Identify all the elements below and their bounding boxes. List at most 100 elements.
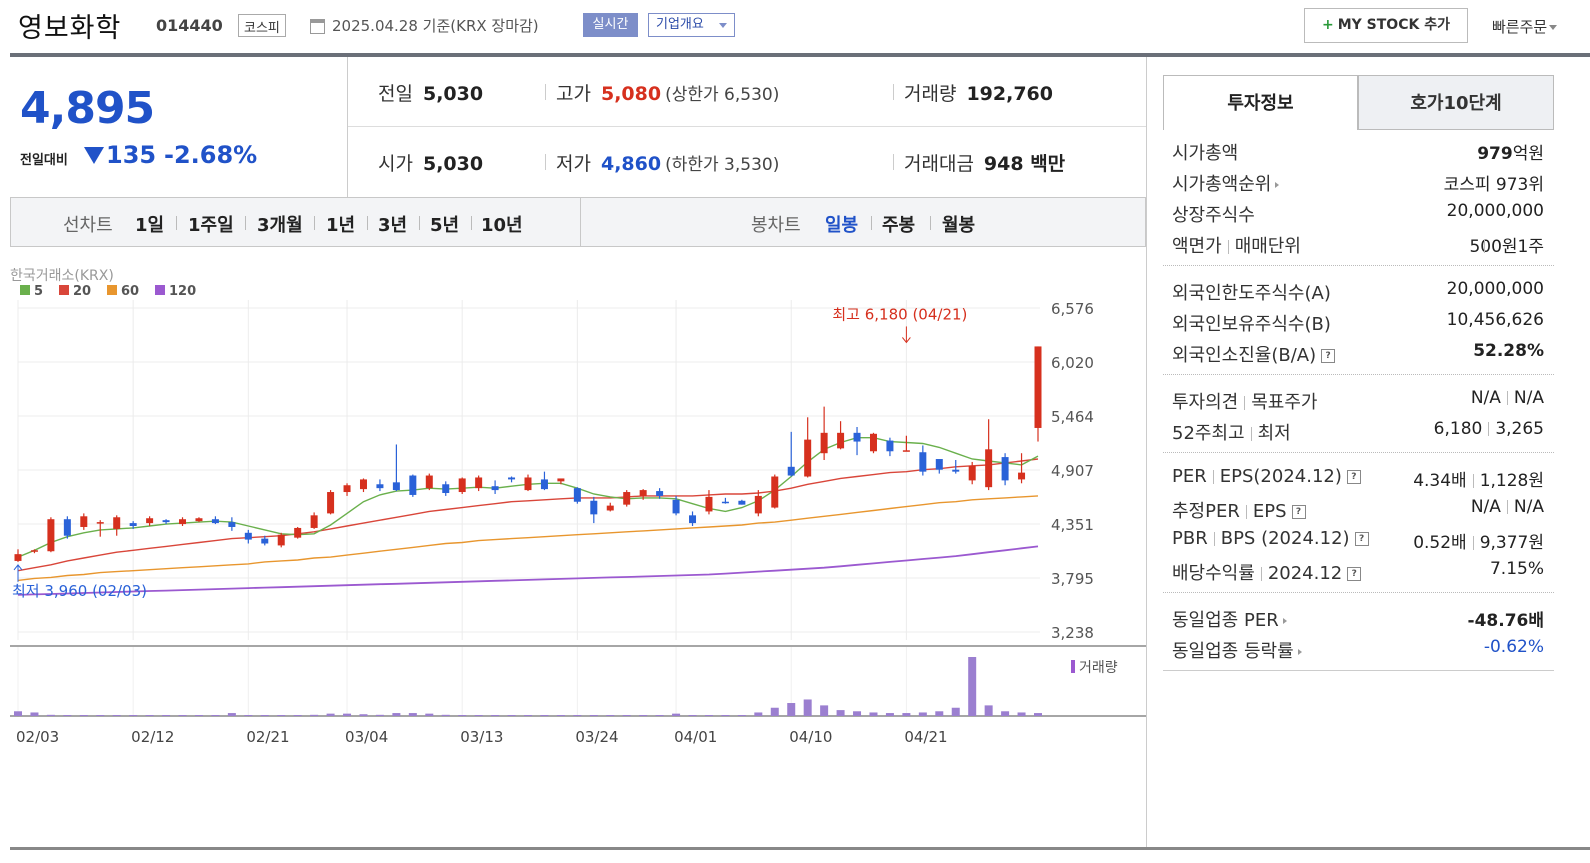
period-1d[interactable]: 1일 — [135, 215, 165, 236]
candle-body — [294, 527, 302, 538]
candle-body — [409, 475, 417, 495]
period-1y[interactable]: 1년 — [326, 215, 356, 236]
tab-orderbook-10[interactable]: 호가10단계 — [1358, 75, 1554, 130]
candle-daily[interactable]: 일봉 — [825, 215, 859, 236]
amount-value: 948 백만 — [983, 153, 1066, 175]
candle-body — [787, 466, 795, 476]
volume-bar — [244, 715, 253, 716]
volume-value: 192,760 — [966, 83, 1053, 105]
market-cap-rank-label[interactable]: 시가총액순위 — [1172, 170, 1280, 196]
divider — [419, 216, 420, 230]
change-value: 135 — [106, 141, 157, 169]
divider — [1213, 532, 1215, 546]
volume-bar — [935, 711, 944, 716]
candle-body — [985, 449, 993, 488]
down-arrow-icon — [84, 147, 104, 164]
divider — [1212, 470, 1214, 484]
divider — [1245, 505, 1247, 519]
period-3m[interactable]: 3개월 — [257, 215, 303, 236]
pbr-value: 0.52배 9,377원 — [1413, 528, 1544, 553]
realtime-button[interactable]: 실시간 — [583, 13, 638, 37]
line-chart-label: 선차트 — [63, 215, 113, 236]
opinion-number: N/A — [1470, 388, 1501, 408]
candle-body — [63, 519, 71, 536]
candle-body — [623, 492, 631, 505]
volume: 거래량 192,760 — [904, 79, 1053, 106]
volume-bar — [672, 713, 681, 716]
high-value: 5,080 — [600, 83, 662, 105]
industry-per-label[interactable]: 동일업종 PER — [1172, 606, 1287, 632]
period-10y[interactable]: 10년 — [481, 215, 523, 236]
info-row[interactable]: 시가총액순위 코스피 973위 — [1163, 166, 1554, 197]
prev-close: 전일 5,030 — [378, 79, 483, 106]
market-cap-section: 시가총액 979억원 시가총액순위 코스피 973위 상장주식수 20,000,… — [1163, 130, 1554, 266]
tab-invest-info[interactable]: 투자정보 — [1163, 75, 1358, 130]
industry-change-label[interactable]: 동일업종 등락률 — [1172, 637, 1302, 663]
chart-source-label: 한국거래소(KRX) — [10, 268, 114, 284]
candle-body — [162, 520, 170, 523]
volume-bar — [836, 710, 845, 716]
candle-monthly[interactable]: 월봉 — [942, 215, 976, 236]
period-1w[interactable]: 1주일 — [188, 215, 234, 236]
trade-amount: 거래대금 948 백만 — [904, 149, 1065, 176]
help-icon[interactable]: ? — [1346, 470, 1361, 484]
divider — [1146, 57, 1147, 847]
volume-bar — [853, 711, 862, 716]
y-tick-label: 3,238 — [1051, 624, 1094, 642]
info-row: PBR BPS (2024.12)? 0.52배 9,377원 — [1163, 524, 1554, 555]
pbr-number: 0.52배 — [1413, 533, 1467, 553]
period-3y[interactable]: 3년 — [378, 215, 408, 236]
low-annotation: 최저 3,960 (02/03) — [12, 582, 147, 600]
volume-bar — [655, 715, 664, 716]
volume-bar — [46, 714, 55, 716]
help-icon[interactable]: ? — [1347, 567, 1362, 581]
candle-body — [442, 484, 450, 494]
market-badge: 코스피 — [238, 14, 286, 37]
foreign-limit-value: 20,000,000 — [1446, 279, 1544, 299]
candle-body — [886, 440, 894, 452]
divider — [545, 84, 546, 100]
volume-bar — [441, 714, 450, 716]
quick-order-button[interactable]: 빠른주문 — [1492, 16, 1558, 37]
candle-body — [179, 519, 187, 525]
market-cap-rank-text: 시가총액순위 — [1172, 174, 1272, 195]
candlestick-chart-area[interactable]: 한국거래소(KRX) 5 20 60 120 6,576 6,020 5,464 4,907 4,… — [10, 247, 1146, 747]
legend-label: 120 — [169, 284, 196, 299]
candle-weekly[interactable]: 주봉 — [882, 215, 916, 236]
divider — [930, 216, 931, 230]
dividend-period-text: 2024.12 — [1267, 563, 1343, 584]
candle-body — [261, 538, 269, 544]
period-5y[interactable]: 5년 — [430, 215, 460, 236]
high-label: 고가 — [556, 83, 591, 105]
volume-bar — [770, 707, 779, 716]
divider — [1506, 391, 1508, 405]
divider — [1250, 427, 1252, 441]
per-value: 4.34배 1,128원 — [1413, 466, 1544, 491]
candlestick-chart[interactable]: 한국거래소(KRX)5 20 60 120 6,576 6,020 5,464 4,907 4,… — [10, 247, 1146, 747]
candle-body — [343, 485, 351, 493]
y-tick-label: 5,464 — [1051, 408, 1094, 426]
help-icon[interactable]: ? — [1354, 532, 1369, 546]
open-value: 5,030 — [422, 153, 484, 175]
volume-bar — [885, 713, 894, 716]
legend-label: 5 — [34, 284, 43, 299]
volume-bar — [737, 715, 746, 716]
candle-body — [508, 477, 516, 480]
add-my-stock-button[interactable]: + MY STOCK 추가 — [1304, 8, 1468, 43]
info-row[interactable]: 동일업종 PER -48.76배 — [1163, 602, 1554, 633]
volume-bar — [491, 715, 500, 716]
help-icon[interactable]: ? — [1291, 505, 1306, 519]
foreign-ratio-value: 52.28% — [1473, 341, 1544, 361]
candle-body — [606, 505, 614, 511]
company-overview-dropdown[interactable]: 기업개요 — [648, 13, 735, 37]
info-tabs: 투자정보 호가10단계 — [1163, 75, 1554, 130]
help-icon[interactable]: ? — [1321, 349, 1336, 363]
legend-swatch — [59, 285, 69, 295]
info-row[interactable]: 동일업종 등락률 -0.62% — [1163, 633, 1554, 664]
divider — [314, 216, 315, 230]
current-price: 4,895 — [20, 83, 155, 134]
divider — [367, 216, 368, 230]
volume-bar — [211, 715, 220, 716]
volume-label: 거래량 — [904, 83, 957, 105]
candle-body — [458, 478, 466, 493]
